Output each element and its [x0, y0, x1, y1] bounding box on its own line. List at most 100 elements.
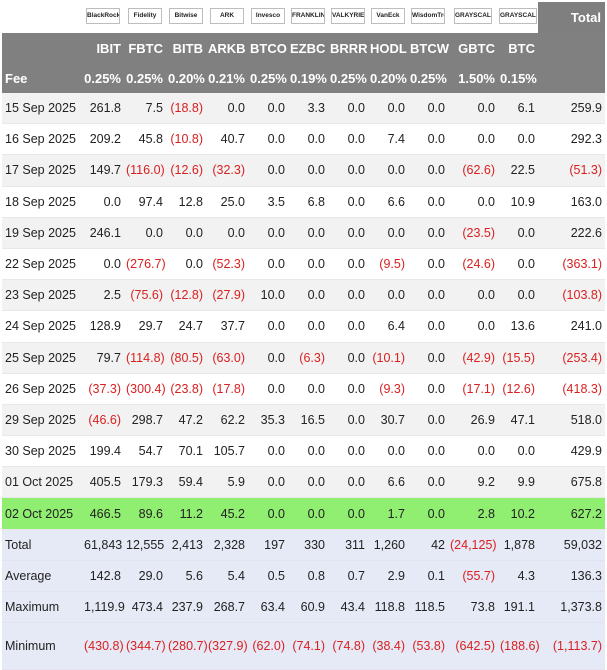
- flow-value: 0.0: [166, 217, 206, 249]
- summary-value: 63.4: [248, 591, 288, 624]
- flow-value: (63.0): [206, 342, 248, 374]
- ticker-label: FBTC: [124, 33, 166, 63]
- summary-row-total: Total 61,843 12,555 2,413 2,328 197 330 311 1,26…: [2, 529, 605, 561]
- flow-value: 0.0: [408, 342, 448, 374]
- summary-row-average: Average 142.8 29.0 5.6 5.4 0.5 0.8 0.7 2.9 0.1 (55…: [2, 560, 605, 593]
- issuer-logo-cell: VALKYRIE: [328, 2, 368, 33]
- flow-value: 0.0: [206, 93, 248, 125]
- summary-value: 1,260: [368, 529, 408, 561]
- summary-value: 197: [248, 529, 288, 561]
- fee-total-blank: [538, 63, 605, 93]
- flow-value: 0.0: [124, 217, 166, 249]
- ticker-label: BTCW: [408, 33, 449, 63]
- flow-value: (12.6): [498, 373, 538, 405]
- summary-value: 0.1: [408, 560, 448, 593]
- fee-label: Fee: [2, 63, 82, 93]
- flow-value: 47.1: [498, 404, 538, 437]
- issuer-logo-ezbc: FRANKLIN TEMPLETON: [291, 8, 325, 24]
- flow-value: 6.6: [368, 466, 408, 499]
- row-date: 24 Sep 2025: [2, 310, 82, 343]
- flow-value: 45.2: [206, 497, 248, 530]
- ticker-total-blank: [538, 33, 605, 63]
- fee-value: 0.20%: [166, 63, 206, 93]
- summary-value: 59,032: [538, 529, 605, 561]
- summary-value: 118.5: [408, 591, 448, 624]
- row-date: 26 Sep 2025: [2, 373, 82, 405]
- issuer-logo-cell: Bitwise: [166, 2, 206, 33]
- issuer-logo-cell: GRAYSCALE: [498, 2, 538, 33]
- flow-value: 0.0: [498, 217, 538, 249]
- flow-value: 10.9: [498, 186, 538, 218]
- fee-value: 0.25%: [328, 63, 368, 93]
- flow-value: 261.8: [82, 93, 124, 125]
- flow-value: (75.6): [124, 279, 166, 312]
- flow-value: 5.9: [206, 466, 248, 499]
- summary-label: Total: [2, 529, 82, 561]
- flow-value: (24.6): [448, 248, 498, 281]
- summary-value: 0.8: [288, 560, 328, 593]
- corner-cell: [2, 2, 82, 33]
- flow-value: (114.8): [124, 342, 166, 374]
- table-row: 22 Sep 2025 0.0 (276.7) 0.0 (52.3) 0.0 0.0 0.0(…: [2, 248, 605, 281]
- flow-value: (17.1): [448, 373, 498, 405]
- flow-value: 0.0: [82, 186, 124, 218]
- flow-value: (116.0): [124, 154, 166, 187]
- flow-value: (18.8): [166, 93, 206, 125]
- summary-value: 136.3: [538, 560, 605, 593]
- flow-value: 12.8: [166, 186, 206, 218]
- summary-value: (62.0): [248, 622, 288, 670]
- flow-value: 0.0: [448, 186, 498, 218]
- flow-value: 0.0: [408, 123, 448, 156]
- flow-value: 0.0: [368, 217, 408, 249]
- issuer-logo-cell: BlackRock: [82, 2, 124, 33]
- flow-value: 0.0: [368, 435, 408, 468]
- row-date: 30 Sep 2025: [2, 435, 82, 468]
- row-date: 02 Oct 2025: [2, 497, 82, 530]
- summary-value: 2,413: [166, 529, 206, 561]
- row-date: 22 Sep 2025: [2, 248, 82, 281]
- ticker-row: IBIT FBTC BITB ARKB BTCO EZBC BRRR HODL BTCW GBTC…: [2, 33, 605, 63]
- row-total-value: 222.6: [538, 217, 605, 249]
- flow-value: 9.2: [448, 466, 498, 499]
- issuer-logo-btc: GRAYSCALE: [499, 8, 537, 24]
- flow-value: 0.0: [368, 154, 408, 187]
- summary-label: Minimum: [2, 622, 82, 670]
- flow-value: 0.0: [288, 123, 328, 156]
- issuer-logo-cell: FRANKLIN TEMPLETON: [288, 2, 328, 33]
- flow-value: 0.0: [328, 373, 368, 405]
- flow-value: 0.0: [288, 497, 328, 530]
- flow-value: 0.0: [248, 154, 288, 187]
- flow-value: 26.9: [448, 404, 498, 437]
- flow-value: 97.4: [124, 186, 166, 218]
- flow-value: (80.5): [166, 342, 206, 374]
- flow-value: 466.5: [82, 497, 124, 530]
- flow-value: 30.7: [368, 404, 408, 437]
- flow-value: 0.0: [448, 123, 498, 156]
- total-header: Total: [538, 2, 605, 33]
- summary-value: 73.8: [448, 591, 498, 624]
- flow-value: (9.3): [368, 373, 408, 405]
- fee-value: 0.25%: [82, 63, 124, 93]
- table-row: 23 Sep 2025 2.5 (75.6) (12.8) (27.9) 10.0 0.0 0…: [2, 279, 605, 312]
- flow-value: 0.0: [448, 93, 498, 125]
- flow-value: 0.0: [328, 435, 368, 468]
- row-date: 15 Sep 2025: [2, 93, 82, 125]
- flow-value: 0.0: [248, 217, 288, 249]
- row-total-value: (103.8): [538, 279, 605, 312]
- issuer-logo-arkb: ARK: [210, 8, 244, 24]
- flow-value: 0.0: [408, 373, 448, 405]
- fee-value: 0.15%: [498, 63, 538, 93]
- flow-value: (300.4): [124, 373, 166, 405]
- summary-value: 43.4: [328, 591, 368, 624]
- flow-value: 0.0: [408, 154, 448, 187]
- ticker-label: BRRR: [328, 33, 368, 63]
- flow-value: 6.8: [288, 186, 328, 218]
- flow-value: 0.0: [248, 123, 288, 156]
- flow-value: 105.7: [206, 435, 248, 468]
- flow-value: 6.1: [498, 93, 538, 125]
- flow-value: 0.0: [288, 310, 328, 343]
- issuer-logo-cell: VanEck: [368, 2, 408, 33]
- issuer-logo-btco: Invesco: [251, 8, 285, 24]
- flow-value: (52.3): [206, 248, 248, 281]
